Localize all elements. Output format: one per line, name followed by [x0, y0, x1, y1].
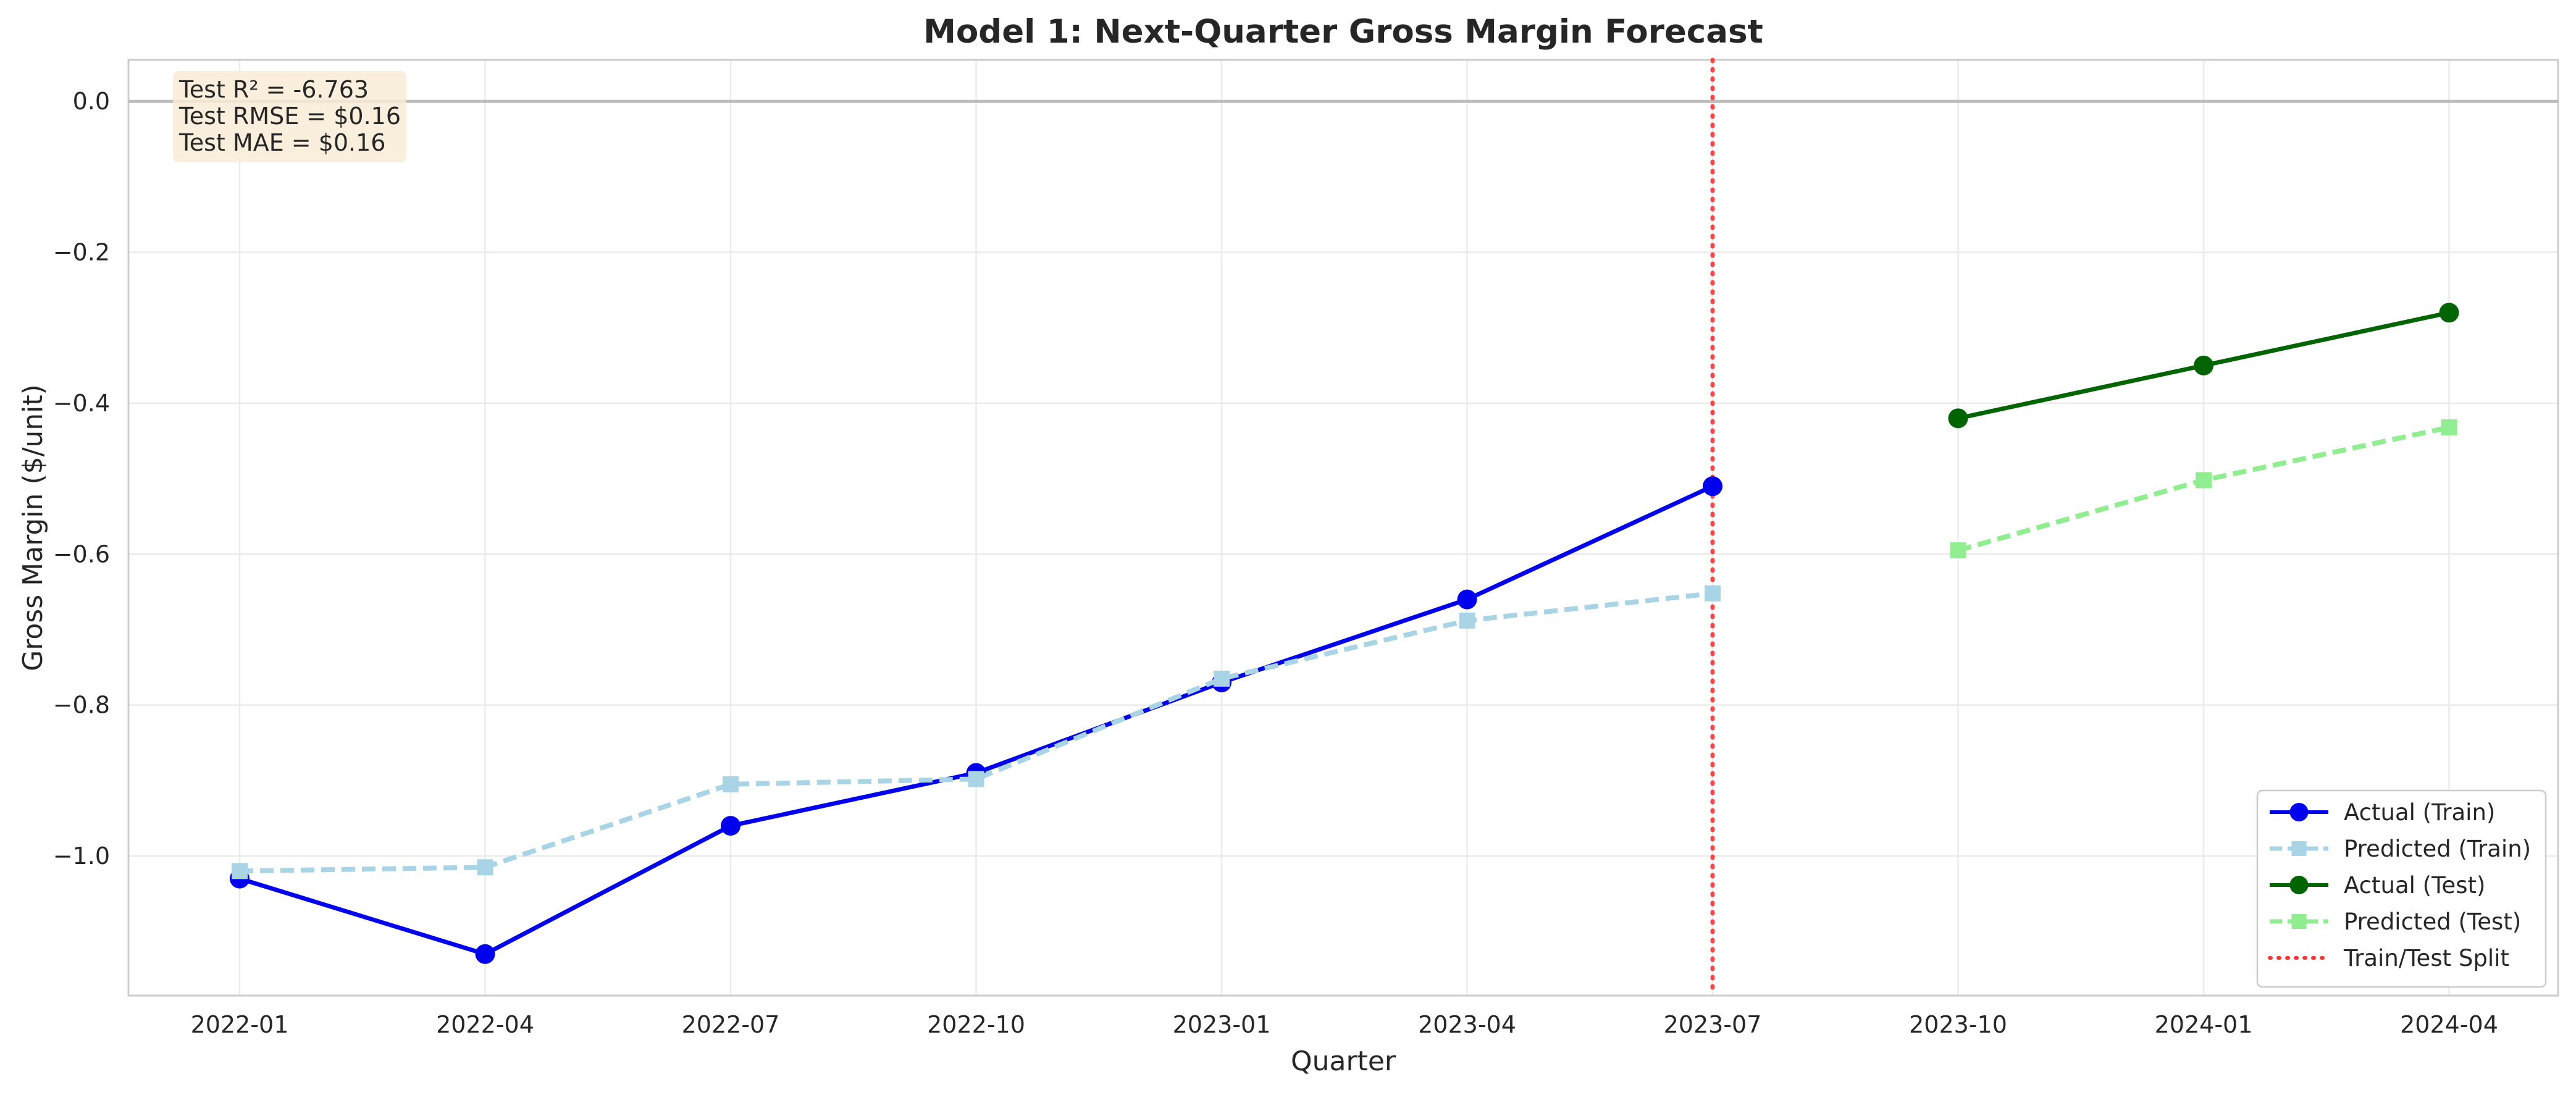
legend-marker: [2291, 914, 2307, 929]
x-tick-label: 2022-10: [927, 1011, 1025, 1038]
chart-legend: Actual (Train) Predicted (Train) Actual (T…: [2256, 789, 2547, 988]
data-point: [721, 816, 740, 836]
annotation-mae: Test MAE = $0.16: [178, 129, 386, 156]
data-point: [2194, 355, 2213, 375]
data-point: [1705, 585, 1721, 602]
x-tick-label: 2022-01: [191, 1011, 289, 1038]
data-point: [1950, 542, 1966, 559]
y-tick-label: −0.4: [53, 390, 110, 417]
plot-area: [127, 59, 2559, 997]
series-actual-test: [1948, 303, 2459, 429]
legend-marker: [2289, 803, 2309, 821]
tick-labels: 2022-01 2022-04 2022-07 2022-10 2023-01 2023-…: [53, 88, 2498, 1038]
y-tick-label: −0.6: [53, 540, 110, 568]
x-axis-label: Quarter: [1291, 1046, 1396, 1077]
legend-label: Predicted (Test): [2344, 908, 2521, 935]
legend-item: Predicted (Train): [2270, 836, 2531, 862]
y-tick-label: 0.0: [73, 88, 110, 115]
x-tick-label: 2023-10: [1909, 1011, 2007, 1038]
y-tick-label: −0.8: [53, 692, 110, 719]
metrics-annotation: Test R² = -6.763 Test RMSE = $0.16 Test …: [173, 71, 406, 162]
x-tick-label: 2023-07: [1664, 1011, 1762, 1038]
data-point: [2439, 303, 2459, 323]
legend-label: Actual (Test): [2344, 872, 2485, 899]
y-tick-label: −0.2: [53, 239, 110, 266]
annotation-rmse: Test RMSE = $0.16: [178, 103, 401, 130]
data-series: [230, 303, 2459, 964]
legend-box: [2256, 789, 2547, 988]
data-point: [477, 859, 493, 876]
data-point: [232, 863, 248, 879]
data-point: [475, 944, 495, 964]
annotation-r2: Test R² = -6.763: [178, 76, 369, 103]
legend-marker: [2289, 876, 2309, 894]
series-predicted-test: [1950, 419, 2457, 559]
annotation-background: [173, 71, 406, 162]
data-point: [2196, 472, 2212, 489]
x-tick-label: 2022-04: [436, 1011, 534, 1038]
data-point: [968, 771, 984, 787]
legend-marker: [2291, 841, 2307, 856]
x-tick-label: 2023-04: [1418, 1011, 1516, 1038]
series-predicted-train: [232, 585, 1721, 879]
legend-label: Actual (Train): [2344, 799, 2495, 826]
y-axis-label: Gross Margin ($/unit): [17, 384, 49, 671]
chart-title: Model 1: Next-Quarter Gross Margin Forec…: [923, 13, 1763, 51]
data-point: [723, 776, 739, 792]
x-tick-label: 2024-04: [2400, 1011, 2498, 1038]
data-point: [2441, 419, 2457, 436]
legend-label: Predicted (Train): [2344, 836, 2531, 862]
x-tick-label: 2022-07: [682, 1011, 780, 1038]
data-point: [1948, 408, 1968, 429]
x-tick-label: 2023-01: [1173, 1011, 1271, 1038]
reference-lines: [128, 57, 2558, 998]
data-point: [1457, 589, 1477, 610]
legend-item: Predicted (Test): [2270, 908, 2521, 935]
data-point: [1703, 476, 1722, 497]
y-tick-label: −1.0: [53, 842, 110, 870]
data-point: [1214, 670, 1230, 687]
legend-item: Actual (Test): [2270, 872, 2485, 899]
legend-item: Actual (Train): [2270, 799, 2495, 826]
legend-item: Train/Test Split: [2268, 945, 2509, 971]
x-tick-label: 2024-01: [2155, 1011, 2253, 1038]
data-point: [1459, 612, 1475, 629]
legend-label: Train/Test Split: [2343, 945, 2509, 971]
